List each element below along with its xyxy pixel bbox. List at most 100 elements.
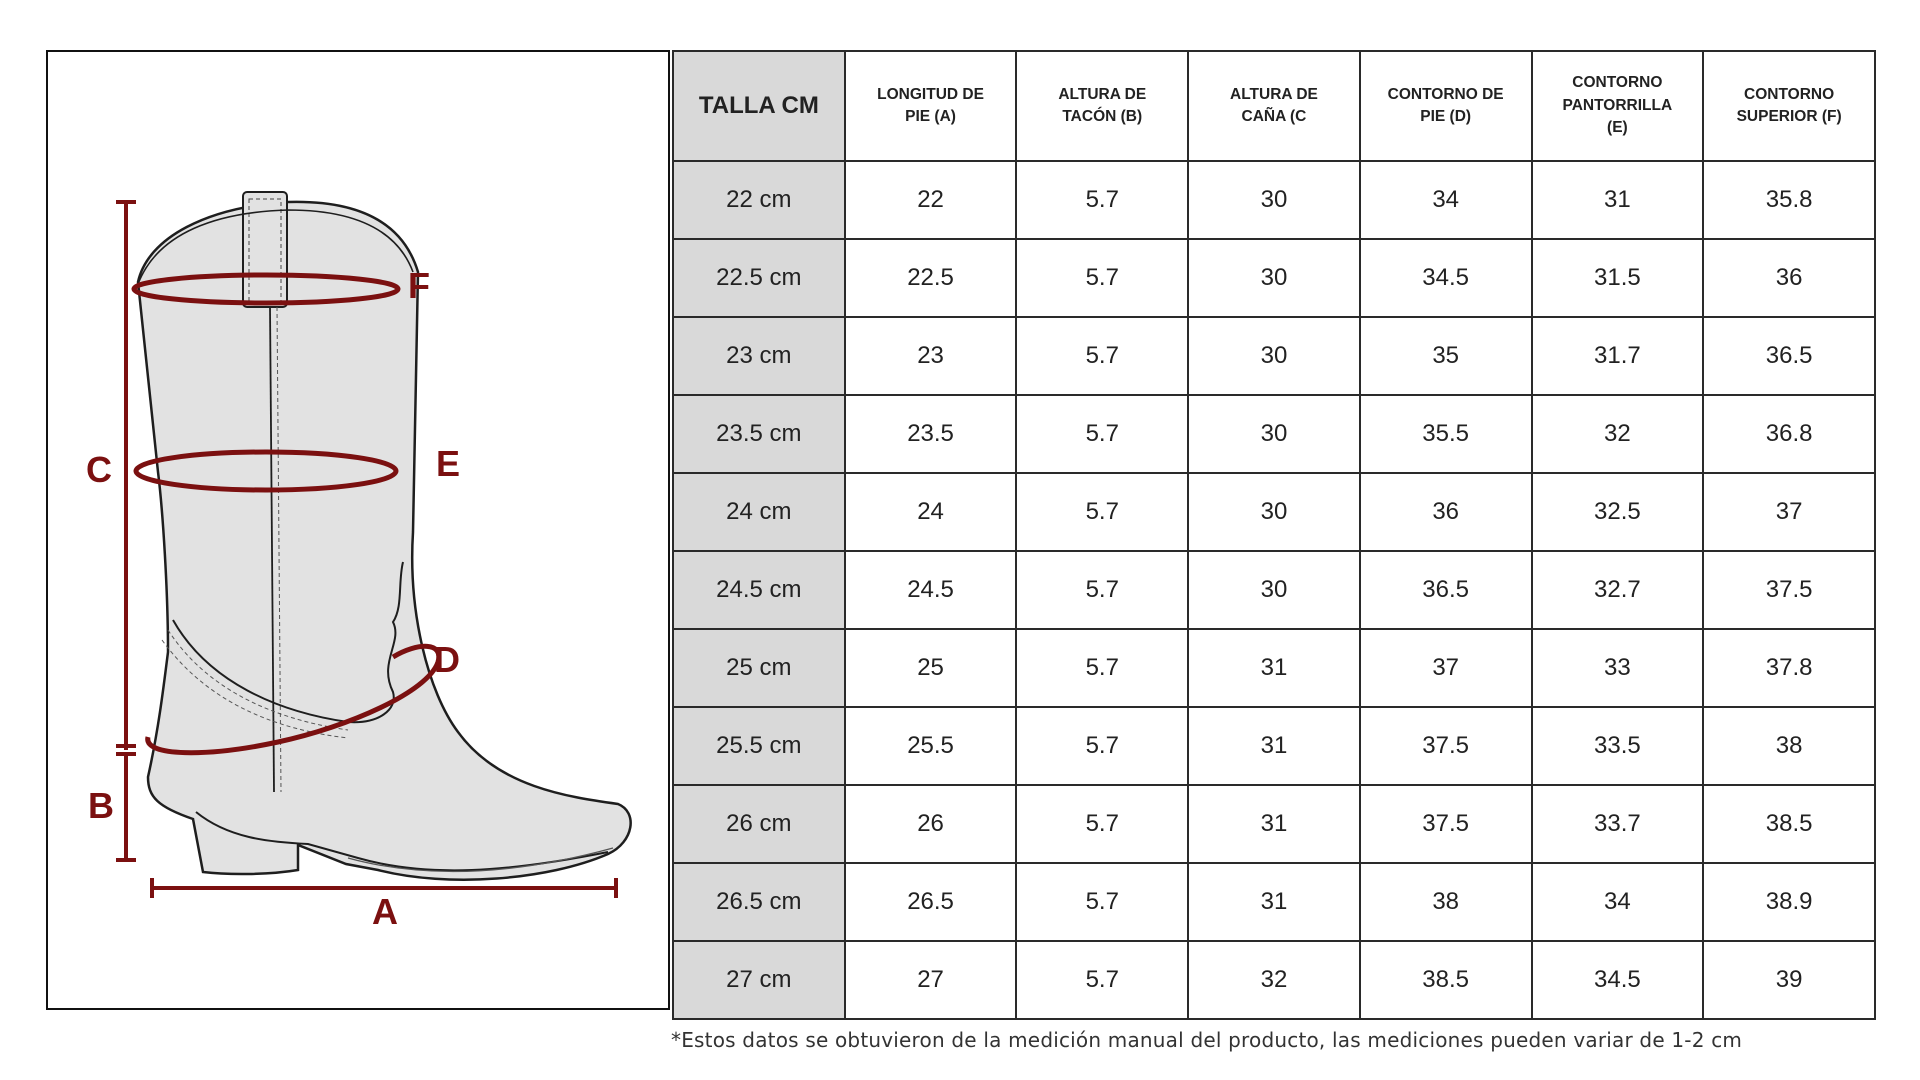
cell-size: 25.5 cm <box>672 706 846 786</box>
label-f: F <box>408 265 430 306</box>
header-calf-circumference: CONTORNO PANTORRILLA (E) <box>1530 50 1705 162</box>
cell-calf-circumference: 32.7 <box>1530 550 1705 630</box>
cell-top-circumference: 37.5 <box>1702 550 1876 630</box>
header-size: TALLA CM <box>672 50 846 162</box>
cell-shaft-height: 31 <box>1187 862 1361 942</box>
label-c: C <box>86 449 112 490</box>
cell-foot-length: 24 <box>843 472 1018 552</box>
label-b: B <box>88 785 114 826</box>
table-row: 22.5 cm 22.5 5.7 30 34.5 31.5 36 <box>672 238 1876 318</box>
cell-calf-circumference: 33 <box>1530 628 1705 708</box>
header-top-circumference: CONTORNO SUPERIOR (F) <box>1702 50 1876 162</box>
boot-diagram-panel: F E D C B A <box>46 50 670 1010</box>
cell-foot-circumference: 36.5 <box>1358 550 1533 630</box>
cell-foot-length: 22 <box>843 160 1018 240</box>
cell-foot-length: 23 <box>843 316 1018 396</box>
cell-top-circumference: 35.8 <box>1702 160 1876 240</box>
cell-top-circumference: 37.8 <box>1702 628 1876 708</box>
cell-foot-circumference: 35.5 <box>1358 394 1533 474</box>
dimension-b-line <box>116 752 136 862</box>
cell-calf-circumference: 31 <box>1530 160 1705 240</box>
label-d: D <box>434 639 460 680</box>
table-row: 26.5 cm 26.5 5.7 31 38 34 38.9 <box>672 862 1876 942</box>
cell-heel-height: 5.7 <box>1015 472 1190 552</box>
header-foot-length: LONGITUD DE PIE (A) <box>843 50 1018 162</box>
table-row: 25 cm 25 5.7 31 37 33 37.8 <box>672 628 1876 708</box>
cell-foot-length: 24.5 <box>843 550 1018 630</box>
cell-foot-circumference: 38.5 <box>1358 940 1533 1020</box>
cell-size: 22 cm <box>672 160 846 240</box>
cell-foot-circumference: 36 <box>1358 472 1533 552</box>
cell-calf-circumference: 34 <box>1530 862 1705 942</box>
cell-foot-length: 25 <box>843 628 1018 708</box>
cell-shaft-height: 30 <box>1187 472 1361 552</box>
cell-size: 22.5 cm <box>672 238 846 318</box>
cell-shaft-height: 31 <box>1187 628 1361 708</box>
cell-heel-height: 5.7 <box>1015 940 1190 1020</box>
label-a: A <box>372 891 398 932</box>
cell-shaft-height: 31 <box>1187 784 1361 864</box>
table-row: 23 cm 23 5.7 30 35 31.7 36.5 <box>672 316 1876 396</box>
cell-top-circumference: 37 <box>1702 472 1876 552</box>
cell-top-circumference: 36.5 <box>1702 316 1876 396</box>
cell-shaft-height: 32 <box>1187 940 1361 1020</box>
cell-foot-circumference: 34.5 <box>1358 238 1533 318</box>
cell-foot-length: 26 <box>843 784 1018 864</box>
cell-shaft-height: 30 <box>1187 238 1361 318</box>
cell-heel-height: 5.7 <box>1015 862 1190 942</box>
cell-calf-circumference: 33.7 <box>1530 784 1705 864</box>
cell-calf-circumference: 31.7 <box>1530 316 1705 396</box>
header-shaft-height: ALTURA DE CAÑA (C <box>1187 50 1361 162</box>
header-heel-height: ALTURA DE TACÓN (B) <box>1015 50 1190 162</box>
cell-top-circumference: 38.9 <box>1702 862 1876 942</box>
cell-calf-circumference: 32.5 <box>1530 472 1705 552</box>
cell-heel-height: 5.7 <box>1015 784 1190 864</box>
boot-diagram: F E D C B A <box>86 191 632 932</box>
ring-e-calf-circumference <box>133 449 399 493</box>
cell-top-circumference: 38 <box>1702 706 1876 786</box>
cell-size: 24.5 cm <box>672 550 846 630</box>
cell-size: 23.5 cm <box>672 394 846 474</box>
dimension-c-line <box>116 200 136 750</box>
cell-heel-height: 5.7 <box>1015 706 1190 786</box>
cell-calf-circumference: 34.5 <box>1530 940 1705 1020</box>
table-row: 23.5 cm 23.5 5.7 30 35.5 32 36.8 <box>672 394 1876 474</box>
cell-size: 25 cm <box>672 628 846 708</box>
cell-top-circumference: 39 <box>1702 940 1876 1020</box>
cell-foot-length: 22.5 <box>843 238 1018 318</box>
ring-d-foot-circumference <box>145 643 442 756</box>
header-foot-circumference: CONTORNO DE PIE (D) <box>1358 50 1533 162</box>
cell-size: 24 cm <box>672 472 846 552</box>
table-row: 26 cm 26 5.7 31 37.5 33.7 38.5 <box>672 784 1876 864</box>
cell-foot-circumference: 37.5 <box>1358 784 1533 864</box>
cell-size: 27 cm <box>672 940 846 1020</box>
cell-size: 23 cm <box>672 316 846 396</box>
table-row: 22 cm 22 5.7 30 34 31 35.8 <box>672 160 1876 240</box>
ring-f-top-circumference <box>131 272 401 306</box>
table-body: 22 cm 22 5.7 30 34 31 35.8 22.5 cm 22.5 5.7 30 34.5… <box>672 160 1876 1020</box>
table-header-row: TALLA CM LONGITUD DE PIE (A) ALTURA DE TAC… <box>672 50 1876 162</box>
cell-shaft-height: 31 <box>1187 706 1361 786</box>
cell-heel-height: 5.7 <box>1015 628 1190 708</box>
size-chart-table: TALLA CM LONGITUD DE PIE (A) ALTURA DE TAC… <box>672 50 1876 1020</box>
boot-silhouette <box>136 200 632 881</box>
cell-foot-length: 27 <box>843 940 1018 1020</box>
cell-size: 26.5 cm <box>672 862 846 942</box>
cell-foot-length: 25.5 <box>843 706 1018 786</box>
cell-shaft-height: 30 <box>1187 316 1361 396</box>
cell-calf-circumference: 33.5 <box>1530 706 1705 786</box>
cell-calf-circumference: 31.5 <box>1530 238 1705 318</box>
cell-foot-circumference: 37.5 <box>1358 706 1533 786</box>
cell-foot-circumference: 34 <box>1358 160 1533 240</box>
cell-top-circumference: 36.8 <box>1702 394 1876 474</box>
cell-top-circumference: 38.5 <box>1702 784 1876 864</box>
label-e: E <box>436 443 460 484</box>
cell-heel-height: 5.7 <box>1015 238 1190 318</box>
footnote: *Estos datos se obtuvieron de la medició… <box>671 1028 1743 1052</box>
boot-pull-strap <box>242 191 288 308</box>
table-row: 25.5 cm 25.5 5.7 31 37.5 33.5 38 <box>672 706 1876 786</box>
cell-top-circumference: 36 <box>1702 238 1876 318</box>
cell-size: 26 cm <box>672 784 846 864</box>
cell-shaft-height: 30 <box>1187 160 1361 240</box>
cell-heel-height: 5.7 <box>1015 550 1190 630</box>
